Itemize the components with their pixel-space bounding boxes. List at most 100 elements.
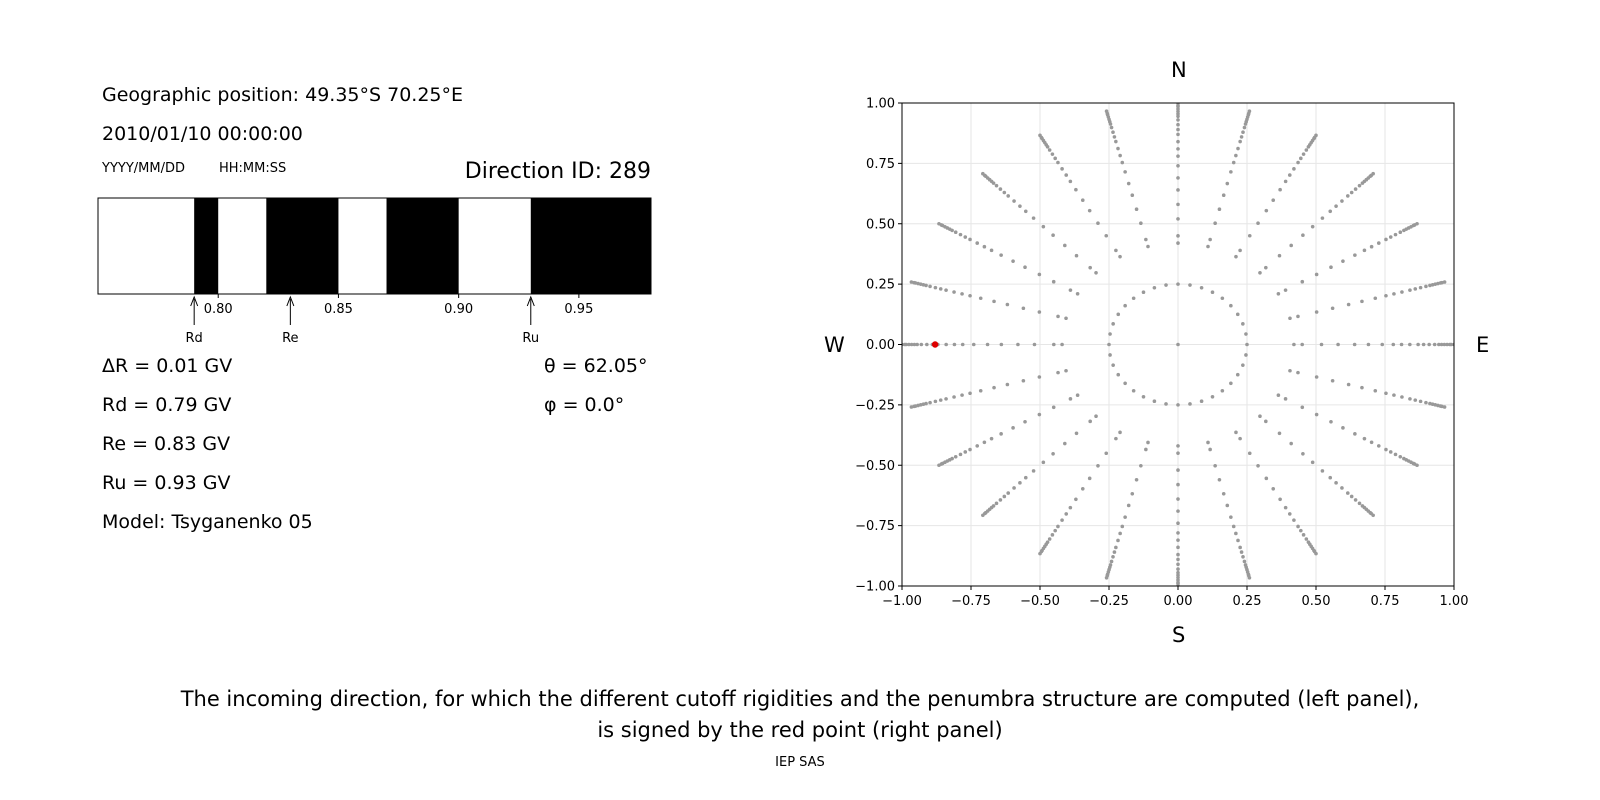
direction-point: [1005, 382, 1010, 387]
allowed-band: [386, 198, 459, 294]
direction-point: [1329, 419, 1333, 424]
direction-point: [1341, 259, 1345, 263]
direction-point: [1392, 393, 1396, 397]
direction-point: [1320, 469, 1325, 473]
direction-point: [1074, 187, 1078, 192]
direction-point: [1247, 109, 1252, 114]
direction-point: [978, 296, 983, 301]
marker-label-ru: Ru: [522, 331, 539, 346]
direction-point: [1141, 394, 1146, 399]
direction-point: [1413, 287, 1418, 291]
direction-point: [1445, 342, 1449, 347]
y-tick-label: −1.00: [855, 580, 895, 595]
direction-point: [1176, 531, 1180, 535]
marker-arrowhead: [190, 295, 199, 307]
direction-point: [1352, 342, 1357, 347]
marker-arrowhead: [286, 295, 295, 307]
direction-point: [1345, 194, 1350, 198]
direction-point: [1112, 135, 1117, 139]
direction-point: [1104, 233, 1109, 238]
direction-point: [1424, 400, 1428, 405]
direction-point: [1134, 477, 1139, 482]
direction-point: [1050, 152, 1055, 156]
y-tick-label: 0.75: [866, 157, 895, 172]
direction-point: [1229, 381, 1233, 386]
allowed-band: [194, 198, 219, 294]
direction-point: [1384, 237, 1388, 242]
direction-point: [1236, 146, 1240, 151]
direction-point: [1118, 430, 1122, 435]
direction-point: [1300, 279, 1305, 284]
direction-point: [1188, 283, 1192, 287]
direction-point: [1349, 494, 1354, 499]
direction-point: [1176, 468, 1180, 472]
compass-north: N: [1171, 58, 1187, 82]
direction-point: [1152, 285, 1157, 290]
direction-point: [1221, 193, 1226, 198]
direction-point: [1296, 370, 1300, 375]
direction-point: [968, 293, 972, 298]
direction-point: [1104, 109, 1109, 114]
direction-point: [1114, 248, 1118, 253]
phi-value: φ = 0.0°: [544, 394, 625, 416]
direction-point: [1120, 160, 1125, 165]
direction-point: [1176, 188, 1180, 192]
scatter-points: [902, 103, 1454, 586]
direction-point: [1398, 230, 1403, 235]
direction-point: [981, 171, 985, 176]
direction-point: [1314, 375, 1319, 379]
direction-point: [999, 432, 1003, 436]
direction-point: [1408, 342, 1412, 347]
direction-point: [1146, 244, 1150, 249]
direction-point: [1241, 322, 1245, 326]
direction-point: [1064, 173, 1069, 177]
model-label: Model: Tsyganenko 05: [102, 511, 313, 533]
direction-point: [1296, 524, 1300, 529]
direction-point: [999, 342, 1004, 347]
direction-point: [1369, 440, 1374, 445]
footer-credit: IEP SAS: [775, 755, 825, 770]
direction-point: [1314, 133, 1318, 138]
direction-point: [1235, 312, 1240, 317]
direction-point: [1292, 518, 1296, 522]
direction-point: [1380, 342, 1385, 347]
direction-point: [1421, 342, 1426, 347]
direction-point: [1362, 248, 1367, 253]
x-tick-label: −0.75: [951, 594, 991, 609]
direction-point: [1239, 135, 1244, 139]
direction-point: [1264, 476, 1269, 481]
x-tick-label: −0.25: [1089, 594, 1129, 609]
direction-point: [1221, 491, 1226, 496]
direction-point: [968, 447, 972, 452]
direction-point: [1373, 296, 1378, 301]
bar-tick-label: 0.95: [564, 302, 593, 317]
direction-point: [1393, 452, 1398, 457]
direction-point: [1229, 515, 1233, 519]
direction-point: [909, 405, 914, 409]
y-tick-label: −0.75: [855, 519, 895, 534]
direction-point: [915, 342, 919, 347]
direction-point: [907, 342, 911, 347]
direction-point: [1038, 133, 1042, 138]
direction-point: [1012, 486, 1016, 490]
direction-point: [975, 241, 980, 245]
direction-point: [1245, 342, 1249, 347]
direction-point: [1220, 296, 1225, 301]
direction-point: [1052, 342, 1056, 347]
direction-point: [1231, 524, 1236, 529]
direction-point: [912, 342, 917, 347]
direction-point: [1074, 431, 1079, 436]
direction-point: [1432, 342, 1437, 347]
direction-point: [1208, 447, 1212, 452]
direction-point: [1296, 314, 1300, 319]
direction-point: [1114, 436, 1118, 441]
direction-point: [1310, 460, 1315, 465]
direction-point: [928, 284, 932, 289]
direction-point: [960, 292, 964, 296]
direction-point: [1388, 235, 1393, 239]
marker-arrowhead: [526, 295, 535, 307]
direction-point: [1346, 382, 1351, 387]
x-tick-label: 0.75: [1371, 594, 1400, 609]
direction-point: [1329, 265, 1333, 270]
direction-point: [1112, 550, 1117, 554]
